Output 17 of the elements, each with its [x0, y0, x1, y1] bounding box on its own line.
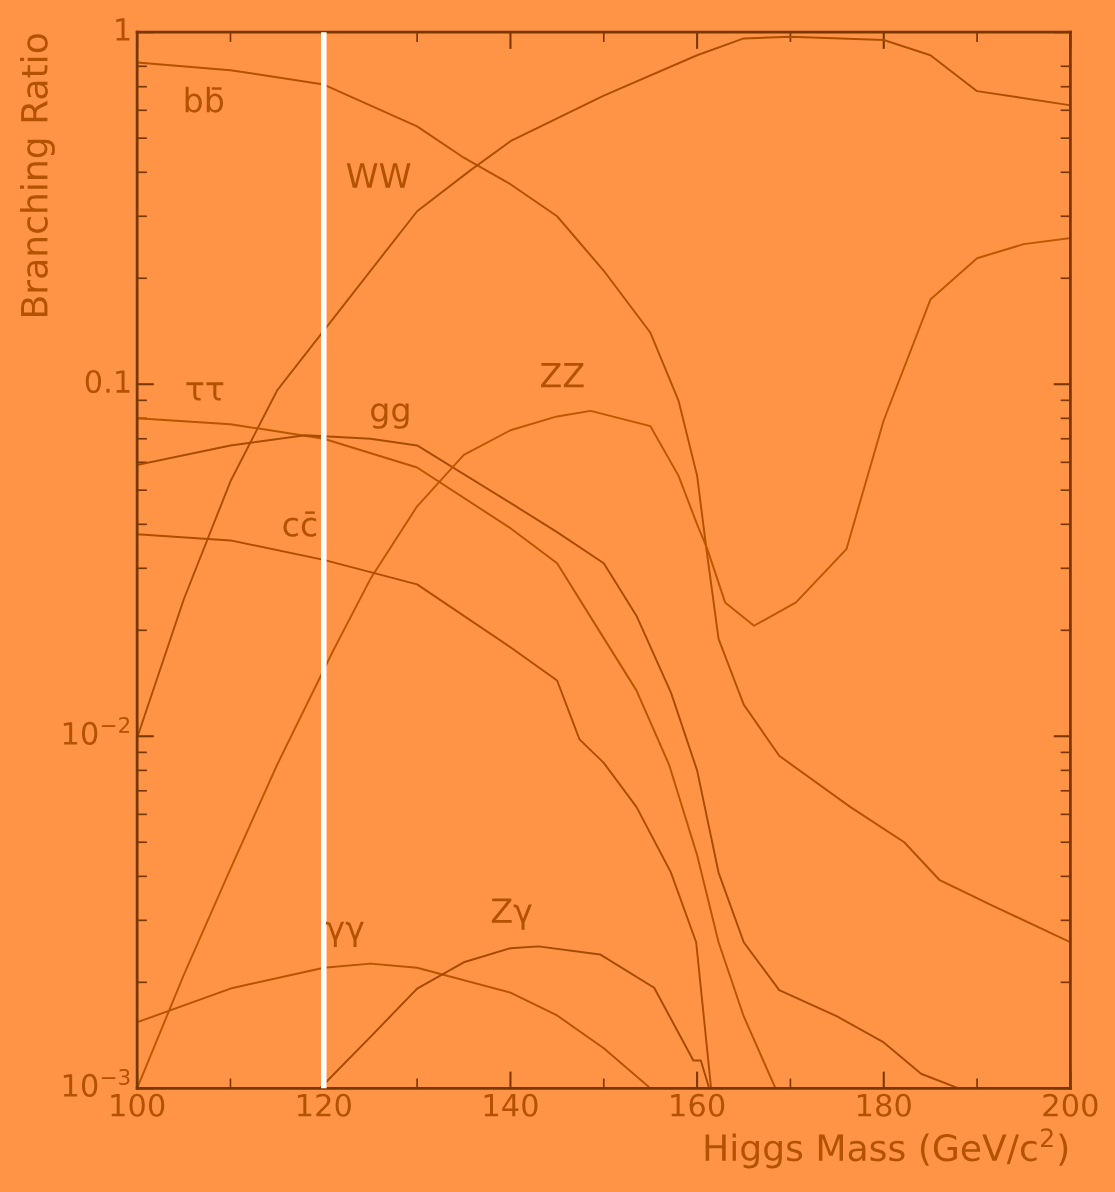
y-tick-label: 1 — [116, 18, 130, 41]
annotation: ττ — [186, 382, 224, 401]
annotation: Zγ — [491, 898, 532, 930]
x-tick-label: 180 — [857, 1093, 911, 1117]
y-tick-label: 10$^{−2}$ — [63, 716, 130, 745]
x-tick-label: 200 — [1043, 1093, 1098, 1117]
annotation: bb̄ — [185, 86, 224, 113]
y-axis-title: Branching Ratio — [19, 34, 55, 317]
y-tick-label: 0.1 — [85, 369, 130, 394]
x-tick-label: 160 — [671, 1093, 725, 1117]
x-tick-label: 140 — [484, 1093, 538, 1117]
x-axis-title: Higgs Mass (GeV/c$^{2}$) — [705, 1128, 1068, 1169]
annotation: ZZ — [540, 362, 584, 388]
x-tick-label: 120 — [297, 1093, 351, 1117]
annotation: cc̄ — [283, 511, 317, 537]
annotation: gg — [371, 403, 409, 429]
annotation: WW — [346, 163, 411, 188]
